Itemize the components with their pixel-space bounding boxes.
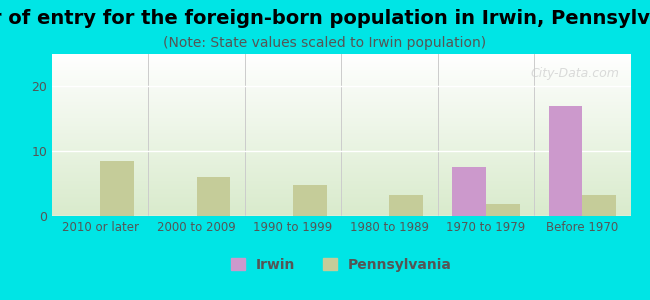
- Bar: [196, 177, 230, 216]
- Bar: [549, 106, 582, 216]
- Legend: Irwin, Pennsylvania: Irwin, Pennsylvania: [225, 252, 458, 277]
- Bar: [452, 167, 486, 216]
- Bar: [389, 195, 423, 216]
- Text: City-Data.com: City-Data.com: [530, 67, 619, 80]
- Text: Year of entry for the foreign-born population in Irwin, Pennsylvania: Year of entry for the foreign-born popul…: [0, 9, 650, 28]
- Bar: [582, 195, 616, 216]
- Bar: [486, 204, 519, 216]
- Bar: [293, 185, 327, 216]
- Bar: [100, 161, 134, 216]
- Text: (Note: State values scaled to Irwin population): (Note: State values scaled to Irwin popu…: [163, 36, 487, 50]
